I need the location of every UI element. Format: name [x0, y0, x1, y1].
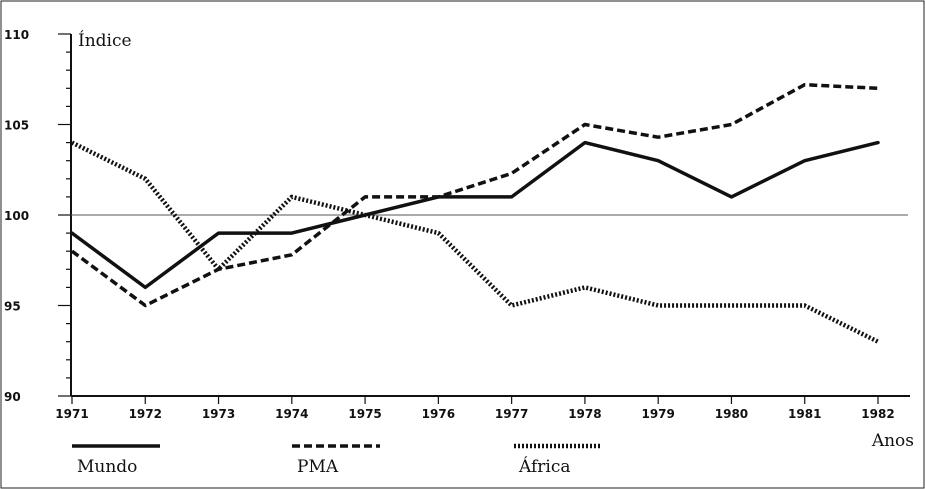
- series-line-áfrica: [71, 140, 879, 344]
- x-tick-label: 1978: [568, 407, 601, 421]
- x-tick-label: 1979: [641, 407, 674, 421]
- x-tick-label: 1972: [129, 407, 162, 421]
- legend-label: PMA: [297, 457, 339, 477]
- y-tick-label: 100: [4, 209, 29, 223]
- y-ticks: 90 95 100 105 110: [4, 28, 71, 404]
- x-tick-label: 1982: [861, 407, 894, 421]
- x-tick-label: 1976: [422, 407, 455, 421]
- legend-label: Mundo: [77, 457, 137, 477]
- x-ticks: 1971 1972 1973 1974 1975 1976 1977 1978 1979 1980…: [55, 396, 895, 421]
- legend-label: África: [518, 456, 571, 477]
- y-tick-label: 105: [4, 119, 29, 133]
- x-tick-label: 1974: [275, 407, 308, 421]
- series-lines: [70, 82, 880, 344]
- x-tick-label: 1977: [495, 407, 528, 421]
- y-axis-label: Índice: [78, 30, 132, 51]
- y-tick-label: 110: [4, 28, 29, 42]
- x-tick-label: 1973: [202, 407, 235, 421]
- legend: Mundo PMA África: [72, 443, 602, 477]
- x-tick-label: 1981: [788, 407, 821, 421]
- y-tick-label: 95: [4, 300, 21, 314]
- x-tick-label: 1971: [55, 407, 88, 421]
- x-tick-label: 1980: [715, 407, 748, 421]
- series-line-mundo: [70, 140, 880, 290]
- x-axis-label: Anos: [871, 431, 914, 451]
- series-line-pma: [70, 82, 879, 308]
- x-tick-label: 1975: [348, 407, 381, 421]
- y-tick-label: 90: [4, 390, 21, 404]
